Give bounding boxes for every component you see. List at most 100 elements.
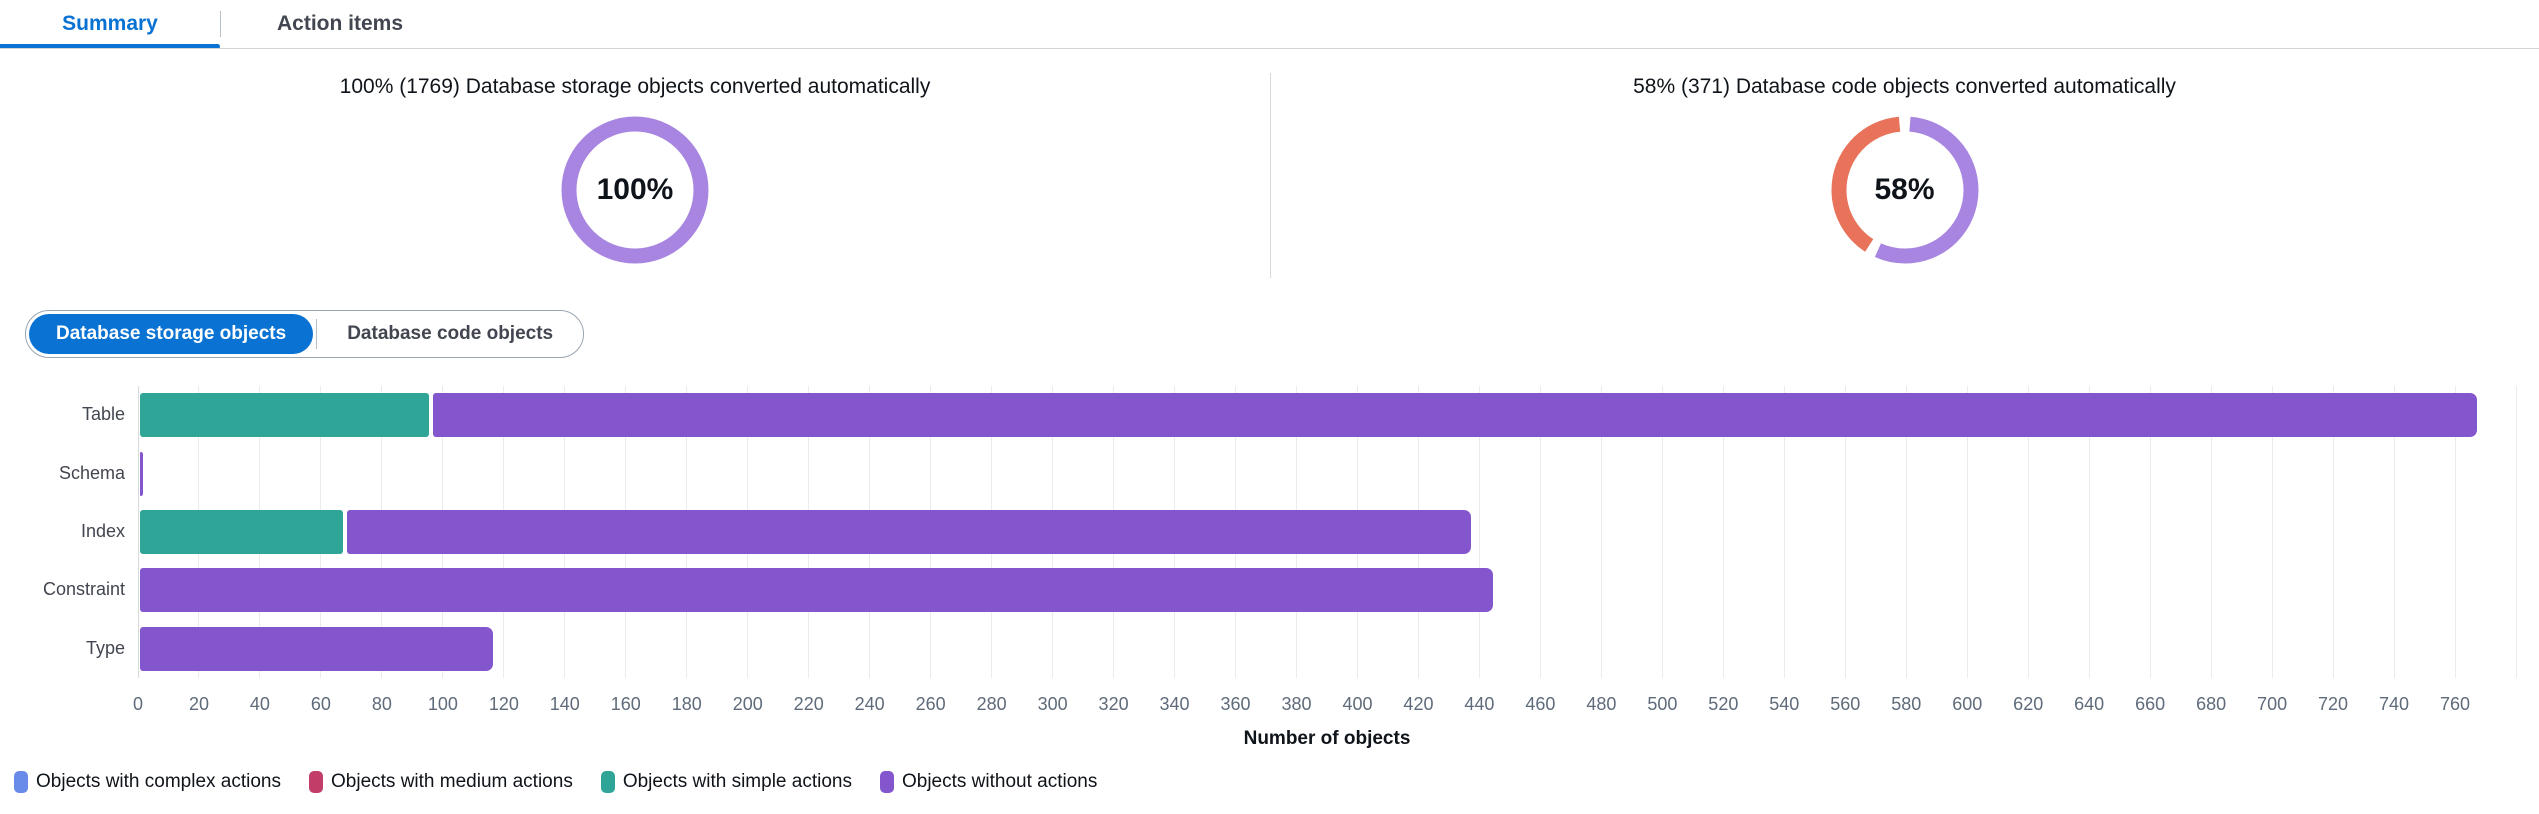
x-tick-label: 180 xyxy=(671,694,702,714)
gridline xyxy=(1783,386,1785,678)
tab-action-items[interactable]: Action items xyxy=(221,0,459,48)
x-tick-label: 360 xyxy=(1220,694,1251,714)
x-tick-label: 640 xyxy=(2074,694,2105,714)
x-tick-label: 60 xyxy=(310,694,331,714)
chart-legend: Objects with complex actions Objects with… xyxy=(14,771,1097,793)
donut-chart-storage: 100% xyxy=(550,105,720,275)
tab-separator xyxy=(220,11,221,37)
legend-label: Objects with complex actions xyxy=(36,771,281,792)
x-tick-label: 580 xyxy=(1891,694,1922,714)
donut-segment[interactable] xyxy=(561,116,709,264)
bar-segment[interactable] xyxy=(432,393,2478,438)
x-tick-label: 340 xyxy=(1159,694,1190,714)
x-tick-label: 120 xyxy=(488,694,519,714)
x-tick-label: 0 xyxy=(132,694,144,714)
donut-chart-storage-svg[interactable] xyxy=(550,105,720,275)
segment-separator xyxy=(316,319,318,349)
x-tick-label: 440 xyxy=(1464,694,1495,714)
gridline xyxy=(2088,386,2090,678)
bar-segment[interactable] xyxy=(140,510,344,554)
tab-summary[interactable]: Summary xyxy=(0,0,220,48)
x-tick-label: 520 xyxy=(1708,694,1739,714)
gridline xyxy=(1722,386,1724,678)
x-axis-title: Number of objects xyxy=(1243,728,1411,749)
bar-segment[interactable] xyxy=(140,626,493,671)
gridline xyxy=(1600,386,1602,678)
legend-label: Objects with simple actions xyxy=(622,771,852,792)
gridline xyxy=(2332,386,2334,678)
legend-swatch xyxy=(14,771,28,793)
gridline xyxy=(1478,386,1480,678)
legend-item[interactable]: Objects with simple actions xyxy=(600,771,852,793)
x-tick-label: 740 xyxy=(2379,694,2410,714)
tab-bar: Summary Action items xyxy=(0,0,2539,49)
kpi-storage-title: 100% (1769) Database storage objects con… xyxy=(339,75,931,98)
legend-swatch xyxy=(309,771,323,793)
x-tick-label: 260 xyxy=(915,694,946,714)
legend-label: Objects without actions xyxy=(901,771,1098,792)
legend-swatch xyxy=(879,771,894,793)
x-tick-label: 560 xyxy=(1830,694,1861,714)
gridline xyxy=(1844,386,1846,678)
gridline xyxy=(2515,386,2517,678)
x-tick-label: 380 xyxy=(1281,694,1312,714)
donut-chart-code: 58% xyxy=(1820,105,1990,275)
gridline xyxy=(1966,386,1968,678)
x-tick-label: 500 xyxy=(1647,694,1678,714)
x-tick-label: 660 xyxy=(2135,694,2166,714)
kpi-panel-divider xyxy=(1270,73,1271,278)
x-tick-label: 40 xyxy=(249,694,270,714)
tab-summary-label: Summary xyxy=(62,12,158,35)
legend-item[interactable]: Objects with complex actions xyxy=(14,771,281,793)
x-tick-label: 600 xyxy=(1952,694,1983,714)
legend-item[interactable]: Objects without actions xyxy=(879,771,1098,793)
x-tick-label: 100 xyxy=(427,694,458,714)
legend-swatch xyxy=(600,771,615,793)
x-tick-label: 720 xyxy=(2318,694,2349,714)
x-tick-label: 160 xyxy=(610,694,641,714)
x-tick-label: 620 xyxy=(2013,694,2044,714)
x-tick-label: 300 xyxy=(1037,694,1068,714)
x-tick-label: 140 xyxy=(549,694,580,714)
x-tick-label: 320 xyxy=(1098,694,1129,714)
tab-bottom-divider xyxy=(0,48,2539,49)
kpi-code-title: 58% (371) Database code objects converte… xyxy=(1633,75,2176,98)
donut-storage-center-label: 100% xyxy=(596,173,674,206)
x-tick-label: 760 xyxy=(2439,694,2471,714)
category-label: Type xyxy=(85,637,125,658)
gridline xyxy=(2210,386,2212,678)
x-tick-label: 540 xyxy=(1769,694,1800,714)
kpi-storage-objects: 100% (1769) Database storage objects con… xyxy=(0,60,1270,290)
gridline xyxy=(137,386,139,678)
donut-segment[interactable] xyxy=(1831,116,1978,264)
x-tick-label: 700 xyxy=(2257,694,2288,714)
legend-label: Objects with medium actions xyxy=(331,771,573,792)
bar-segment[interactable] xyxy=(140,393,429,438)
bar-segment[interactable] xyxy=(140,451,143,496)
gridline xyxy=(2027,386,2029,678)
legend-item[interactable]: Objects with medium actions xyxy=(309,771,573,793)
segment-database-code-objects[interactable]: Database code objects xyxy=(347,323,554,344)
gridline xyxy=(2393,386,2395,678)
x-tick-label: 420 xyxy=(1403,694,1434,714)
x-tick-label: 480 xyxy=(1586,694,1617,714)
donut-segment[interactable] xyxy=(1831,116,1978,264)
category-label: Schema xyxy=(58,462,125,483)
gridline xyxy=(1905,386,1907,678)
category-label: Constraint xyxy=(42,579,125,600)
gridline xyxy=(2271,386,2273,678)
active-tab-underline xyxy=(0,44,220,49)
donut-chart-code-svg[interactable] xyxy=(1820,105,1990,275)
category-label: Table xyxy=(81,404,125,425)
gridline xyxy=(1661,386,1663,678)
x-tick-label: 460 xyxy=(1525,694,1556,714)
gridline xyxy=(2454,386,2456,678)
kpi-code-objects: 58% (371) Database code objects converte… xyxy=(1270,60,2539,290)
bar-segment[interactable] xyxy=(347,510,1472,554)
donut-code-center-label: 58% xyxy=(1874,173,1935,206)
category-label: Index xyxy=(80,521,125,541)
bar-segment[interactable] xyxy=(140,568,1493,613)
gridline xyxy=(2149,386,2151,678)
segment-database-storage-objects[interactable]: Database storage objects xyxy=(29,314,314,354)
x-tick-label: 680 xyxy=(2196,694,2227,714)
